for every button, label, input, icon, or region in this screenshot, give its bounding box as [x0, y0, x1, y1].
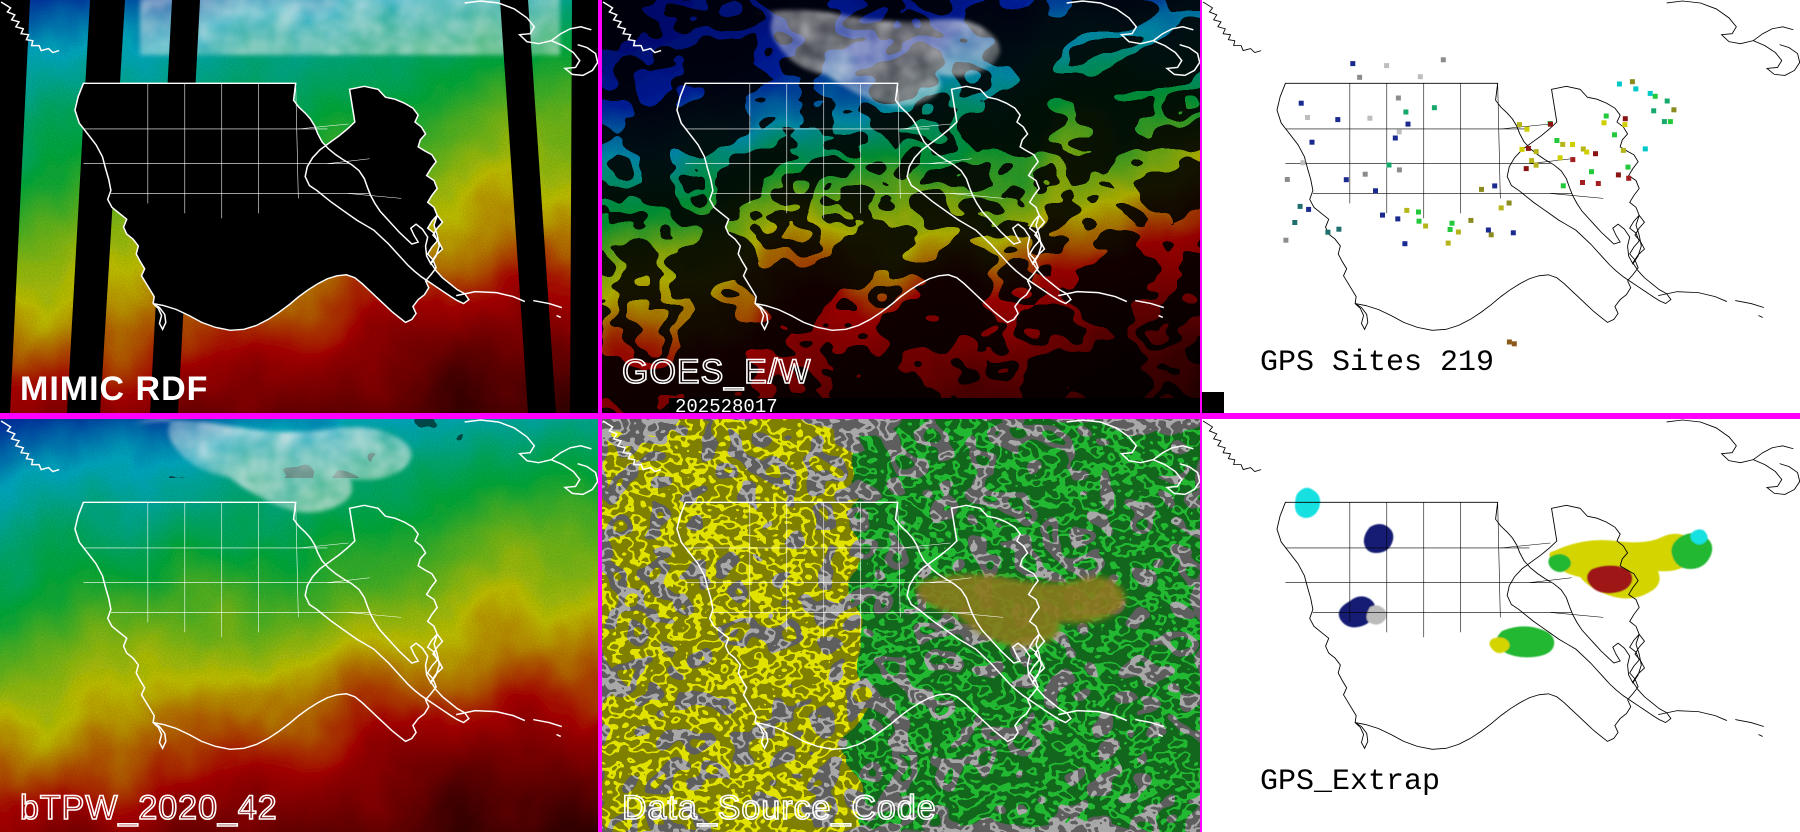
svg-text:202528017: 202528017 — [675, 396, 778, 413]
svg-text:Data_Source_Code: Data_Source_Code — [622, 789, 937, 827]
svg-text:GOES_E/W: GOES_E/W — [622, 353, 811, 391]
svg-text:GPS Sites 219: GPS Sites 219 — [1260, 346, 1494, 380]
svg-text:bTPW_2020_42: bTPW_2020_42 — [20, 789, 278, 827]
svg-text:GPS_Extrap: GPS_Extrap — [1260, 765, 1440, 799]
svg-text:MIMIC RDF: MIMIC RDF — [20, 370, 208, 408]
